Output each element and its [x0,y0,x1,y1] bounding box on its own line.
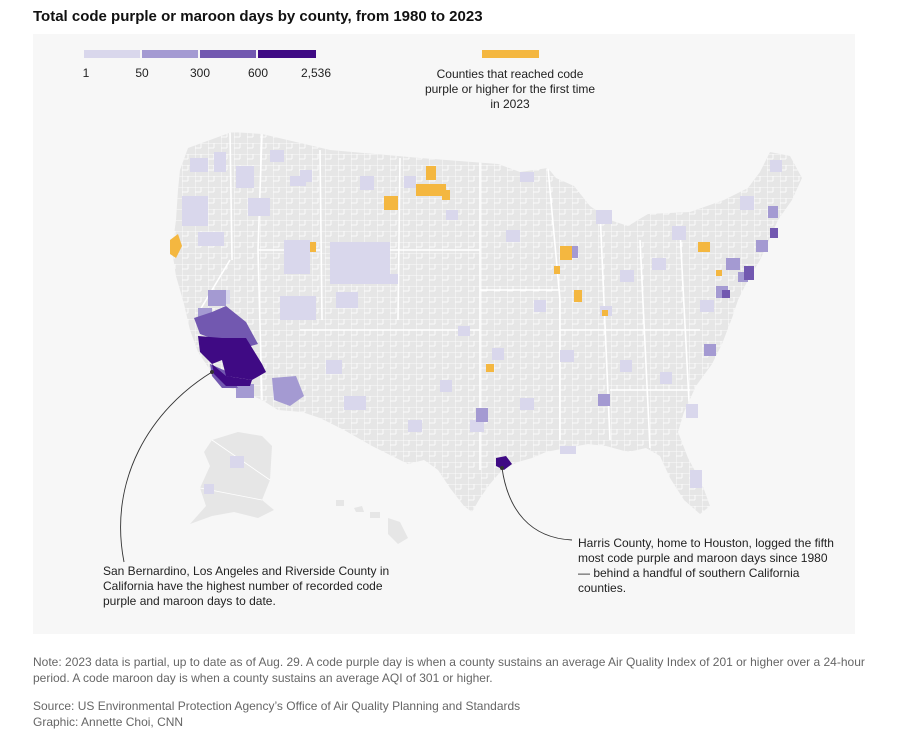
source-credit: Source: US Environmental Protection Agen… [33,699,521,713]
graphic-credit: Graphic: Annette Choi, CNN [33,715,184,729]
legend-swatch-300-600 [200,50,256,58]
hawaii [336,500,408,544]
legend-swatch-600-2536 [258,50,316,58]
footnote: Note: 2023 data is partial, up to date a… [33,655,865,685]
legend-label-1: 1 [82,66,90,80]
harris-annotation: Harris County, home to Houston, logged t… [578,536,834,595]
chart-title: Total code purple or maroon days by coun… [33,8,483,25]
harris-annotation-line [501,467,573,541]
alaska [190,432,274,524]
california-annotation: San Bernardino, Los Angeles and Riversid… [103,564,390,608]
legend-swatch-50-300 [142,50,198,58]
legend-first-time-label: Counties that reached code purple or hig… [424,67,596,111]
first-time-counties [170,166,722,372]
california-annotation-line [120,371,213,563]
tier1-counties [182,150,782,488]
tier4-counties [198,336,512,470]
california-annotation-dot [210,370,214,374]
legend-label-50: 50 [135,66,149,80]
state-boundaries [199,132,700,470]
legend-first-time-swatch [482,50,539,58]
legend-label-600: 600 [247,66,269,80]
legend-label-300: 300 [189,66,211,80]
legend-label-2536: 2,536 [300,66,332,80]
legend-swatch-1-50 [84,50,140,58]
harris-annotation-dot [500,466,504,470]
